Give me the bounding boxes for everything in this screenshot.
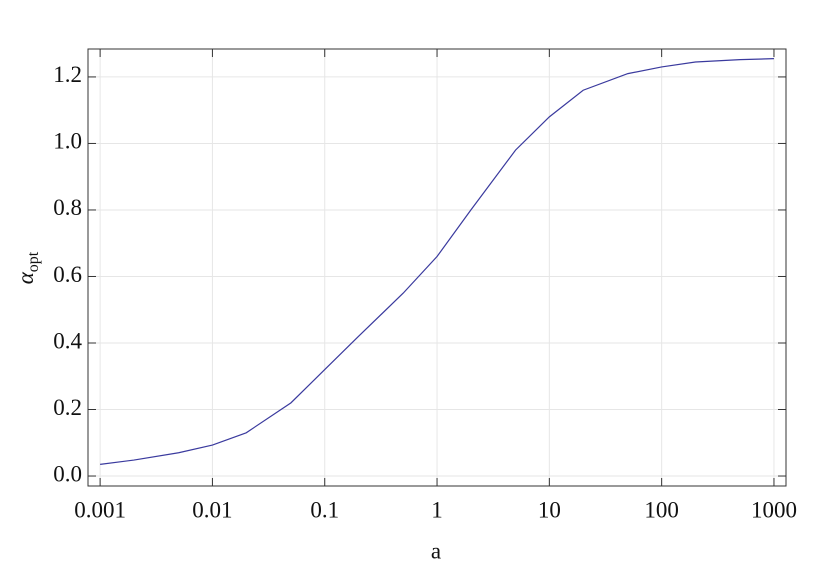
x-tick-label: 100 [644,497,679,522]
x-tick-label: 0.1 [310,497,339,522]
x-tick-label: 10 [538,497,561,522]
y-axis-label: αopt [13,251,41,284]
y-tick-label: 0.8 [53,195,82,220]
y-axis-label-group: αopt [13,251,41,284]
x-axis-label: a [431,538,441,563]
x-tick-label: 0.001 [74,497,126,522]
y-tick-label: 0.6 [53,262,82,287]
y-tick-label: 1.2 [53,62,82,87]
y-label-sub: opt [25,251,42,272]
y-label-main: α [13,271,38,284]
x-tick-label: 0.01 [192,497,232,522]
x-tick-label: 1000 [751,497,797,522]
y-tick-label: 0.0 [53,461,82,486]
y-tick-label: 1.0 [53,129,82,154]
plot-frame [87,48,787,487]
y-tick-label: 0.2 [53,395,82,420]
y-tick-label: 0.4 [53,328,82,353]
x-tick-label: 1 [431,497,443,522]
data-line [100,58,774,465]
